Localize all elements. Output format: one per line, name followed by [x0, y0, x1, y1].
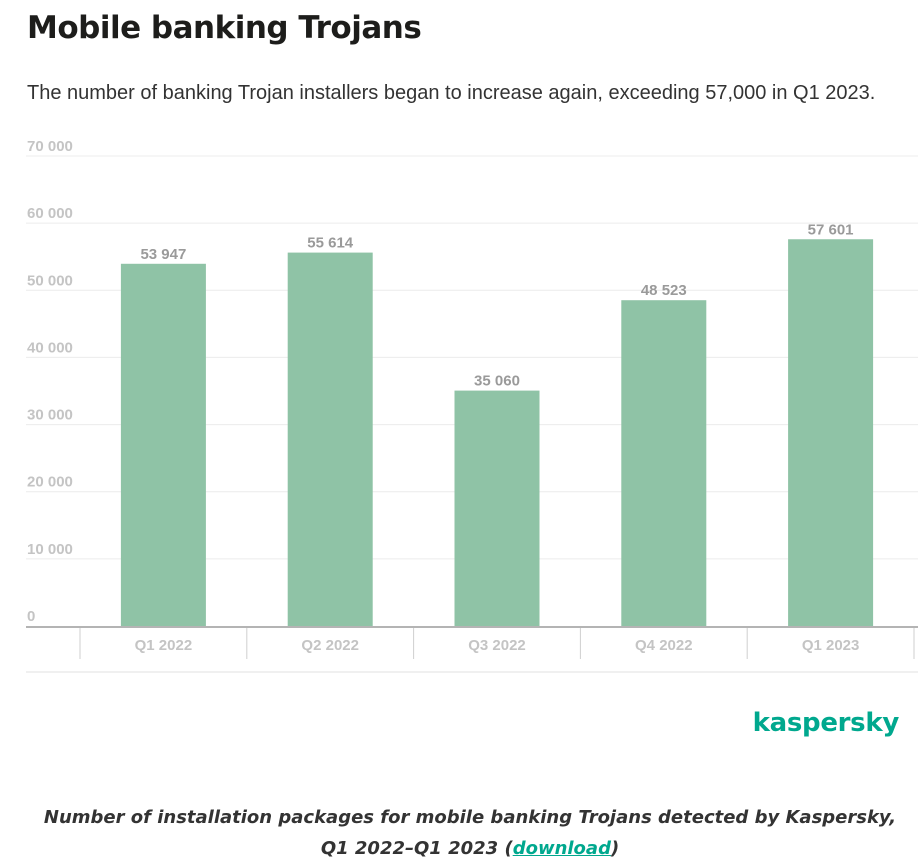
bar	[287, 252, 373, 626]
bar-value-label: 53 947	[140, 246, 186, 263]
chart-subtitle: The number of banking Trojan installers …	[27, 82, 876, 104]
bar-value-label: 48 523	[641, 282, 687, 299]
y-tick-label: 70 000	[27, 138, 73, 155]
caption-line-2-suffix: )	[610, 838, 620, 859]
figure-caption: Number of installation packages for mobi…	[30, 802, 910, 864]
x-tick-label: Q4 2022	[635, 637, 693, 654]
y-tick-label: 20 000	[27, 474, 73, 491]
y-tick-label: 40 000	[27, 339, 73, 356]
y-tick-label: 0	[27, 608, 35, 625]
bar	[621, 300, 707, 626]
bar	[454, 390, 540, 626]
bar-chart: 0 10 000 20 000 30 000 40 000 50 000 60 000 70 …	[26, 138, 918, 673]
x-tick-label: Q2 2022	[301, 637, 359, 654]
x-tick-label: Q1 2022	[135, 637, 193, 654]
y-tick-label: 60 000	[27, 205, 73, 222]
y-tick-label: 30 000	[27, 407, 73, 424]
x-tick-label: Q3 2022	[468, 637, 526, 654]
caption-line-2-prefix: Q1 2022–Q1 2023 (	[320, 838, 513, 859]
bar	[120, 263, 206, 626]
y-tick-label: 50 000	[27, 272, 73, 289]
bar-value-label: 55 614	[307, 235, 354, 252]
download-link[interactable]: download	[512, 838, 611, 859]
bar-value-label: 57 601	[808, 221, 854, 238]
kaspersky-logo: kaspersky	[752, 708, 900, 738]
bar-value-label: 35 060	[474, 373, 520, 390]
chart-title: Mobile banking Trojans	[27, 10, 422, 46]
y-tick-label: 10 000	[27, 541, 73, 558]
x-tick-label: Q1 2023	[802, 637, 860, 654]
bar	[788, 239, 874, 626]
caption-line-1: Number of installation packages for mobi…	[43, 807, 897, 828]
